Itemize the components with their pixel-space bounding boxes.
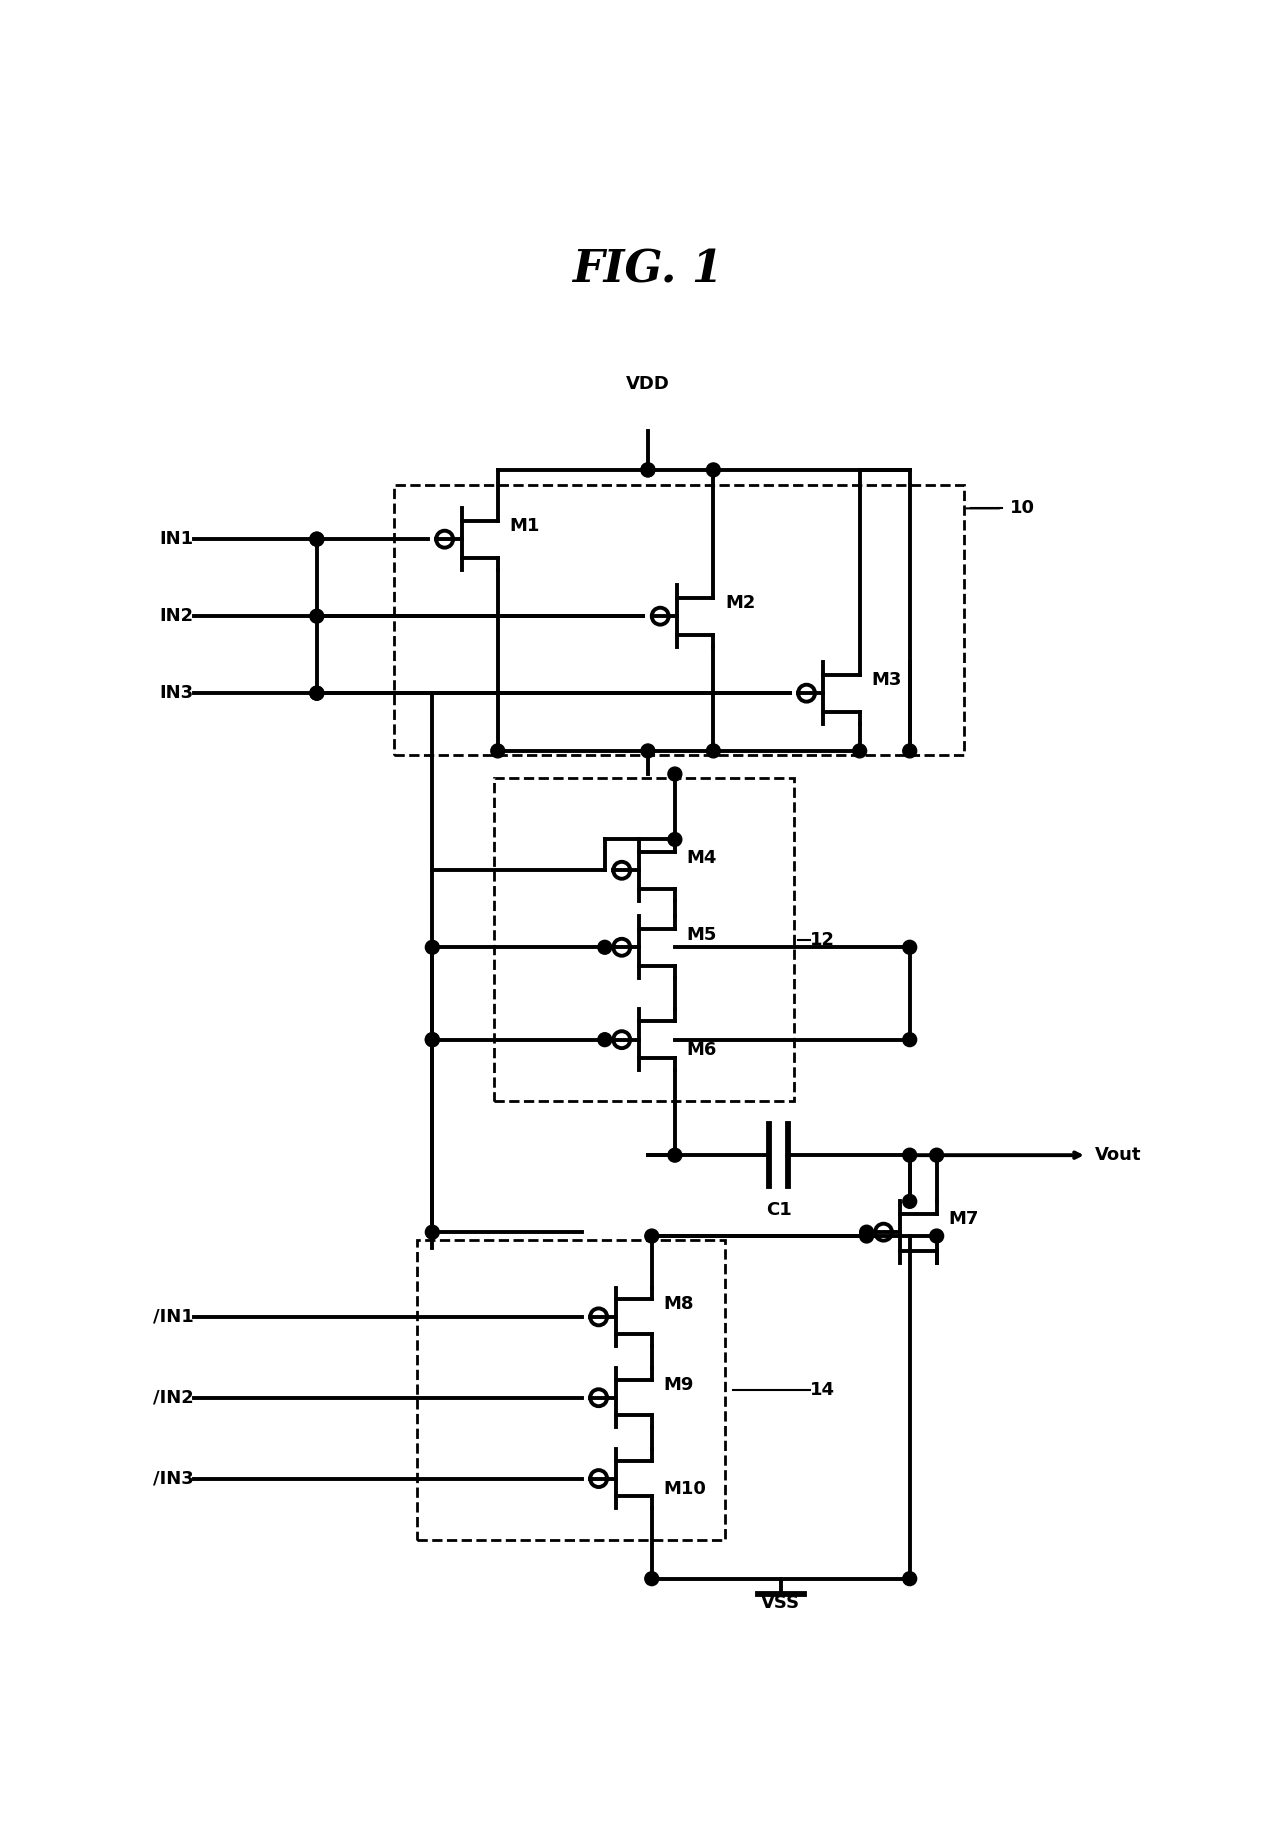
Circle shape — [310, 686, 324, 700]
Circle shape — [903, 745, 917, 757]
Text: IN2: IN2 — [160, 606, 194, 625]
Circle shape — [641, 463, 655, 477]
Circle shape — [310, 686, 324, 700]
Circle shape — [310, 533, 324, 546]
Circle shape — [668, 767, 682, 781]
Text: M3: M3 — [871, 671, 902, 689]
Circle shape — [645, 1572, 659, 1585]
Text: IN3: IN3 — [160, 684, 194, 702]
Text: VSS: VSS — [761, 1594, 801, 1613]
Circle shape — [425, 940, 439, 955]
Text: M6: M6 — [687, 1041, 716, 1060]
Text: M1: M1 — [510, 518, 540, 536]
Circle shape — [641, 745, 655, 757]
Text: 10: 10 — [1010, 499, 1034, 518]
Text: 14: 14 — [810, 1380, 835, 1399]
Text: M9: M9 — [663, 1377, 693, 1393]
Text: /IN3: /IN3 — [153, 1469, 194, 1487]
Circle shape — [425, 1032, 439, 1047]
Circle shape — [490, 745, 504, 757]
Circle shape — [598, 940, 612, 955]
Circle shape — [930, 1229, 944, 1242]
Circle shape — [859, 1226, 873, 1238]
Text: FIG. 1: FIG. 1 — [572, 249, 723, 291]
Text: M2: M2 — [725, 595, 755, 612]
Text: VDD: VDD — [626, 374, 670, 393]
Bar — [494, 778, 794, 1102]
Circle shape — [706, 463, 720, 477]
Circle shape — [425, 1226, 439, 1238]
Text: M10: M10 — [663, 1480, 706, 1498]
Bar — [393, 485, 964, 756]
Text: M4: M4 — [687, 848, 716, 866]
Text: /IN2: /IN2 — [153, 1390, 194, 1406]
Circle shape — [706, 745, 720, 757]
Circle shape — [903, 1148, 917, 1163]
Circle shape — [668, 1148, 682, 1163]
Text: 12: 12 — [810, 931, 835, 949]
Circle shape — [903, 940, 917, 955]
Circle shape — [853, 745, 867, 757]
Bar — [416, 1240, 725, 1541]
Text: M8: M8 — [663, 1296, 693, 1314]
Text: IN1: IN1 — [160, 531, 194, 547]
Circle shape — [425, 1032, 439, 1047]
Circle shape — [859, 1229, 873, 1242]
Text: Vout: Vout — [1094, 1146, 1142, 1165]
Circle shape — [903, 1194, 917, 1209]
Circle shape — [310, 610, 324, 623]
Circle shape — [903, 1032, 917, 1047]
Circle shape — [310, 533, 324, 546]
Circle shape — [930, 1148, 944, 1163]
Text: /IN1: /IN1 — [153, 1309, 194, 1325]
Circle shape — [641, 463, 655, 477]
Circle shape — [645, 1229, 659, 1242]
Circle shape — [598, 1032, 612, 1047]
Text: M7: M7 — [949, 1211, 978, 1229]
Circle shape — [903, 1572, 917, 1585]
Text: M5: M5 — [687, 925, 716, 944]
Text: C1: C1 — [766, 1202, 792, 1220]
Circle shape — [668, 833, 682, 846]
